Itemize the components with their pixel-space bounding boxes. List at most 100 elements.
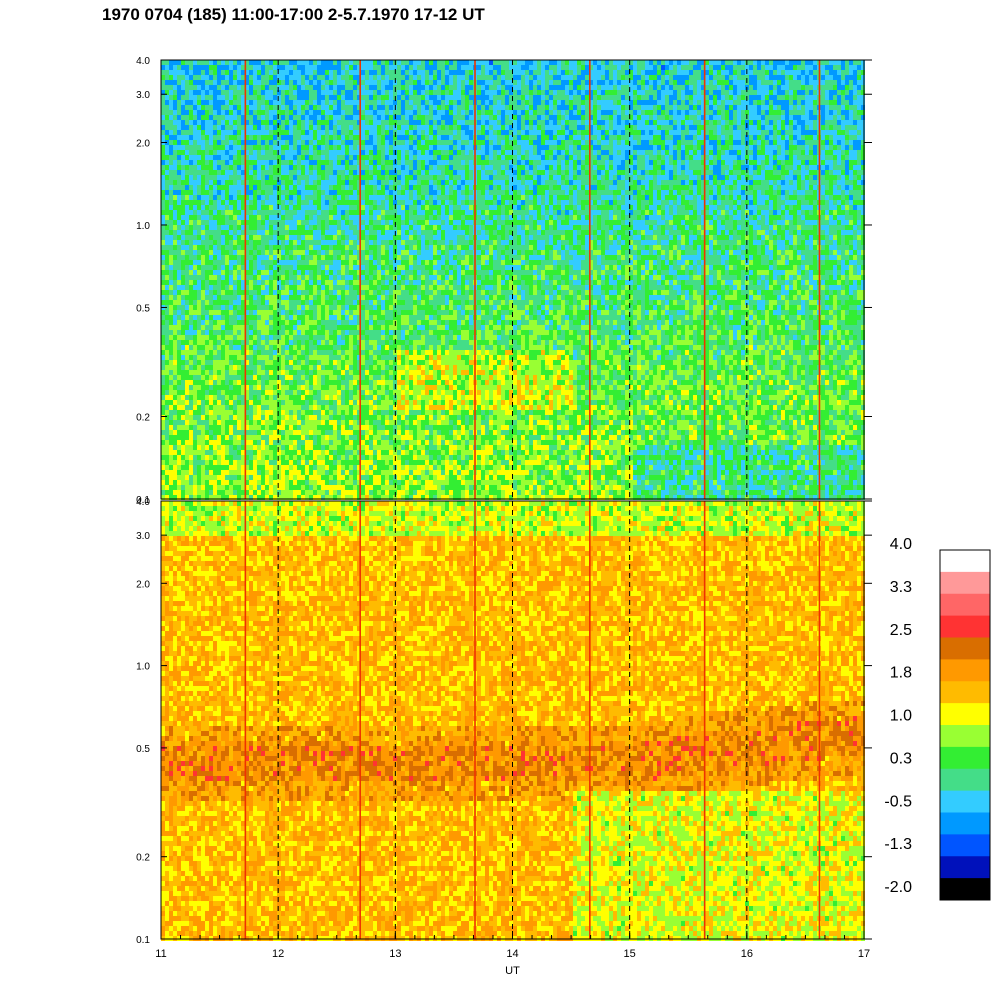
heat-cell: [361, 230, 365, 235]
heat-cell: [301, 250, 305, 255]
heat-cell: [205, 370, 209, 375]
heat-cell: [221, 295, 225, 300]
heat-cell: [261, 135, 265, 140]
heat-cell: [173, 195, 177, 200]
heat-cell: [285, 220, 289, 225]
heat-cell: [173, 75, 177, 80]
heat-cell: [377, 290, 381, 295]
heat-cell: [265, 445, 269, 450]
heat-cell: [293, 165, 297, 170]
heat-cell: [213, 125, 217, 130]
heat-cell: [241, 95, 245, 100]
heat-cell: [345, 140, 349, 145]
heat-cell: [169, 415, 173, 420]
heat-cell: [201, 480, 205, 485]
heat-cell: [185, 235, 189, 240]
heat-cell: [269, 135, 273, 140]
heat-cell: [169, 135, 173, 140]
heat-cell: [257, 370, 261, 375]
heat-cell: [169, 445, 173, 450]
heat-cell: [293, 275, 297, 280]
heat-cell: [309, 185, 313, 190]
heat-cell: [165, 215, 169, 220]
heat-cell: [369, 100, 373, 105]
heat-cell: [161, 130, 165, 135]
heat-cell: [173, 385, 177, 390]
heat-cell: [225, 100, 229, 105]
heat-cell: [201, 215, 205, 220]
heat-cell: [373, 410, 377, 415]
heat-cell: [353, 310, 357, 315]
heat-cell: [273, 80, 277, 85]
heat-cell: [365, 465, 369, 470]
heat-cell: [209, 410, 213, 415]
heat-cell: [225, 315, 229, 320]
heat-cell: [297, 65, 301, 70]
heat-cell: [381, 80, 385, 85]
heat-cell: [221, 220, 225, 225]
heat-cell: [305, 180, 309, 185]
heat-cell: [361, 235, 365, 240]
heat-cell: [377, 470, 381, 475]
heat-cell: [197, 370, 201, 375]
heat-cell: [325, 415, 329, 420]
heat-cell: [161, 420, 165, 425]
heat-cell: [333, 340, 337, 345]
heat-cell: [377, 360, 381, 365]
heat-cell: [197, 285, 201, 290]
heat-cell: [337, 300, 341, 305]
heat-cell: [377, 320, 381, 325]
heat-cell: [273, 120, 277, 125]
heat-cell: [317, 445, 321, 450]
heat-cell: [173, 335, 177, 340]
heat-cell: [249, 385, 253, 390]
heat-cell: [285, 440, 289, 445]
heat-cell: [325, 480, 329, 485]
heat-cell: [317, 140, 321, 145]
heat-cell: [169, 175, 173, 180]
heat-cell: [277, 150, 281, 155]
heat-cell: [209, 90, 213, 95]
heat-cell: [329, 250, 333, 255]
heat-cell: [165, 380, 169, 385]
heat-cell: [237, 345, 241, 350]
heat-cell: [229, 120, 233, 125]
heat-cell: [301, 430, 305, 435]
heat-cell: [385, 375, 389, 380]
heat-cell: [381, 370, 385, 375]
heat-cell: [221, 305, 225, 310]
heat-cell: [269, 455, 273, 460]
heat-cell: [373, 220, 377, 225]
heat-cell: [161, 135, 165, 140]
heat-cell: [277, 90, 281, 95]
heat-cell: [369, 225, 373, 230]
heat-cell: [293, 115, 297, 120]
heat-cell: [353, 210, 357, 215]
heat-cell: [281, 150, 285, 155]
heat-cell: [225, 395, 229, 400]
heat-cell: [305, 145, 309, 150]
heat-cell: [321, 270, 325, 275]
heat-cell: [161, 185, 165, 190]
heat-cell: [229, 100, 233, 105]
heat-cell: [225, 380, 229, 385]
heat-cell: [229, 250, 233, 255]
heat-cell: [265, 370, 269, 375]
heat-cell: [249, 170, 253, 175]
heat-cell: [269, 280, 273, 285]
heat-cell: [361, 270, 365, 275]
heat-cell: [385, 65, 389, 70]
heat-cell: [269, 180, 273, 185]
heat-cell: [329, 120, 333, 125]
heat-cell: [169, 405, 173, 410]
heat-cell: [301, 325, 305, 330]
heat-cell: [369, 305, 373, 310]
heat-cell: [293, 160, 297, 165]
heat-cell: [233, 140, 237, 145]
heat-cell: [253, 430, 257, 435]
heat-cell: [177, 230, 181, 235]
heat-cell: [237, 390, 241, 395]
heat-cell: [165, 295, 169, 300]
heat-cell: [237, 435, 241, 440]
heat-cell: [313, 360, 317, 365]
